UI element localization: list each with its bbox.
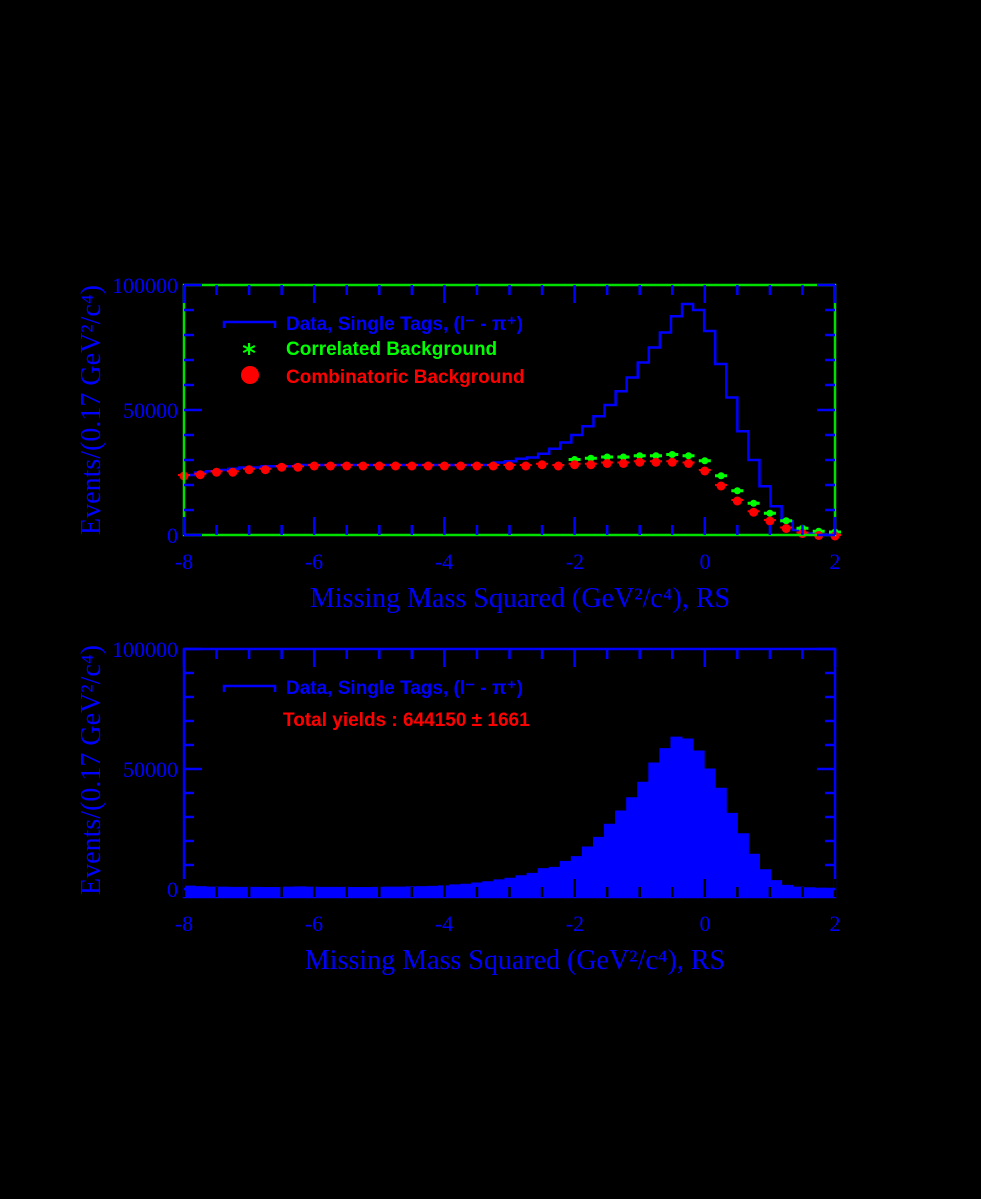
bottom-panel: 100000 50000 0 -8 -6 -4 -2 0 2 Missing M… [76,637,841,976]
legend-histogram-step-icon [222,320,277,328]
bottom-legend: Data, Single Tags, (l⁻ - π⁺) Total yield… [222,678,530,731]
bottom-xtick: 0 [700,911,711,936]
combinatoric-point [309,461,319,471]
combinatoric-point [586,460,596,470]
bottom-xtick: -4 [435,911,453,936]
top-xtick: 0 [700,549,711,574]
top-ytick-50000: 50000 [123,398,178,423]
bottom-ytick-50000: 50000 [123,757,178,782]
combinatoric-point [423,461,433,471]
correlated-point [603,453,611,461]
combinatoric-point [635,457,645,467]
bottom-xtick-labels: -8 -6 -4 -2 0 2 [175,911,841,936]
legend-filled-circle-icon [241,366,259,384]
correlated-point [587,454,595,462]
combinatoric-point [244,465,254,475]
correlated-point [668,451,676,458]
bottom-xtick: -6 [305,911,323,936]
legend-data-label: Data, Single Tags, (l⁻ - π⁺) [286,314,523,335]
correlated-point [782,517,790,525]
correlated-point [733,487,741,495]
legend-data-label: Data, Single Tags, (l⁻ - π⁺) [286,678,523,699]
correlated-point [717,472,725,480]
combinatoric-point [553,461,563,471]
combinatoric-point [765,516,775,526]
correlated-point [652,452,660,460]
bottom-y-axis-title: Events/(0.17 GeV²/c⁴) [76,645,107,895]
top-axis-ticks [182,283,837,537]
bottom-plot-area [183,736,836,898]
combinatoric-point [667,457,677,467]
correlated-point [636,452,644,460]
combinatoric-point [684,459,694,468]
combinatoric-point [602,459,612,468]
combinatoric-point [732,496,742,506]
legend-combinatoric-label: Combinatoric Background [286,367,525,388]
correlated-point [766,509,774,517]
bottom-xtick: -8 [175,911,193,936]
combinatoric-point [488,461,498,471]
top-y-axis-title: Events/(0.17 GeV²/c⁴) [76,285,107,535]
top-xtick: -4 [435,549,453,574]
combinatoric-point [325,461,335,471]
data-filled-histogram [183,736,836,898]
bottom-ytick-100000: 100000 [112,637,178,662]
legend-histogram-step-icon [222,684,277,692]
bottom-ytick-0: 0 [167,877,178,902]
combinatoric-point [570,460,580,470]
correlated-point [701,457,709,465]
top-plot-area [178,302,841,541]
top-x-axis-title: Missing Mass Squared (GeV²/c⁴), RS [310,583,730,614]
top-legend: Data, Single Tags, (l⁻ - π⁺) * Correlate… [222,314,525,388]
combinatoric-point [537,460,547,470]
combinatoric-point [293,462,303,472]
top-panel: 100000 50000 0 -8 -6 -4 -2 0 2 Missing M… [76,273,841,614]
top-xtick: -8 [175,549,193,574]
combinatoric-point [391,461,401,471]
combinatoric-point [781,524,791,533]
top-xtick: -2 [566,549,584,574]
combinatoric-point [277,462,287,472]
total-yields-annotation: Total yields : 644150 ± 1661 [283,710,530,731]
combinatoric-point [651,457,661,467]
combinatoric-point [505,461,514,471]
combinatoric-point [228,467,238,477]
legend-correlated-label: Correlated Background [286,339,497,360]
combinatoric-point [716,481,726,491]
correlated-point [619,453,627,461]
bottom-x-axis-title: Missing Mass Squared (GeV²/c⁴), RS [305,945,725,976]
combinatoric-point [749,507,759,517]
combinatoric-point [700,466,710,476]
top-xtick: 2 [830,549,841,574]
legend-asterisk-icon: * [242,339,256,369]
bottom-xtick: -2 [566,911,584,936]
combinatoric-point [407,461,417,471]
combinatoric-point [260,465,270,475]
combinatoric-point [195,470,205,480]
combinatoric-point [358,461,368,471]
combinatoric-point [439,461,449,471]
combinatoric-point [342,461,352,471]
correlated-point [685,452,693,460]
top-xtick-labels: -8 -6 -4 -2 0 2 [175,549,841,574]
top-ytick-0: 0 [167,523,178,548]
correlated-point [750,499,758,507]
combinatoric-point [618,459,628,468]
top-xtick: -6 [305,549,323,574]
bottom-axis-ticks [182,647,837,897]
combinatoric-point [456,461,466,471]
combinatoric-point [374,461,384,471]
bottom-xtick: 2 [830,911,841,936]
combinatoric-point [472,461,482,471]
top-ytick-100000: 100000 [112,273,178,298]
combinatoric-point [212,467,222,477]
combinatoric-point [521,461,531,471]
